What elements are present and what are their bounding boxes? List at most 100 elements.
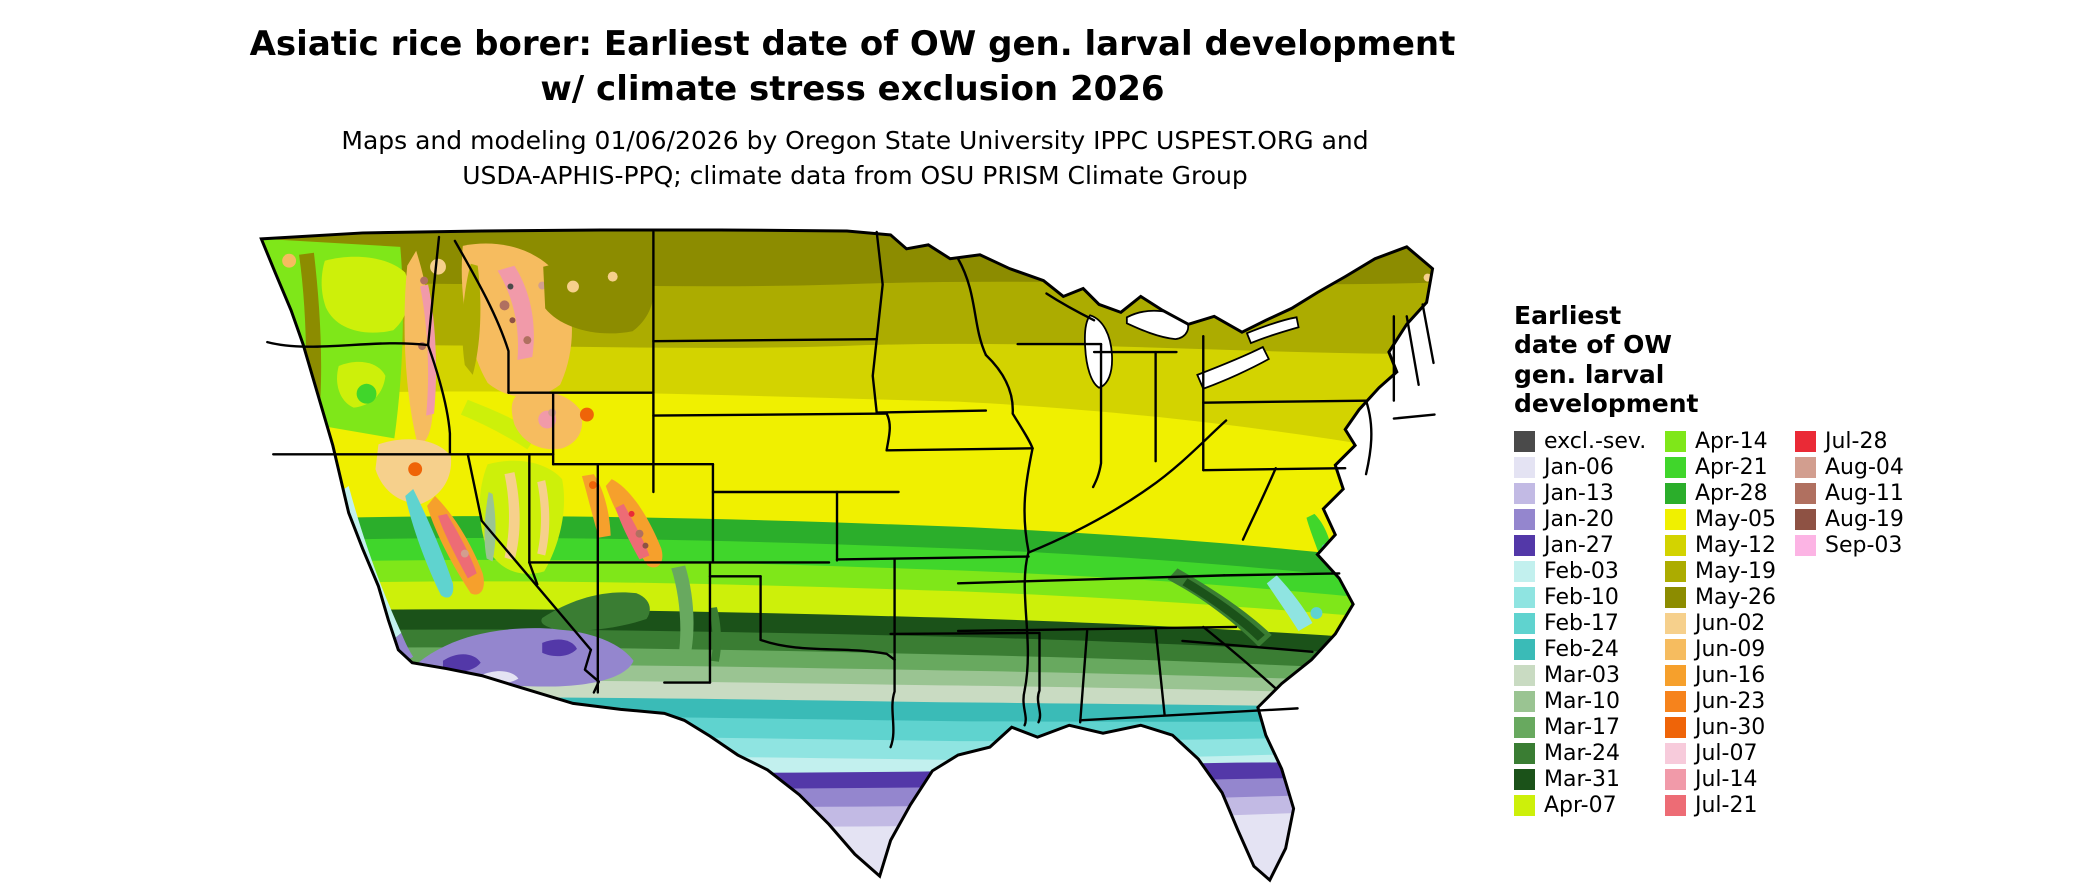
legend-label: Feb-24 <box>1544 636 1619 662</box>
legend-row: Feb-17 <box>1514 610 1646 636</box>
map-region-utah-mtns <box>581 474 611 538</box>
map-region-idaho-olive <box>462 263 481 375</box>
map-speck <box>1393 428 1402 437</box>
legend-label: Jan-13 <box>1544 480 1614 506</box>
us-map <box>259 228 1436 891</box>
legend-label: Apr-21 <box>1695 454 1768 480</box>
map-speck <box>507 283 514 290</box>
map-region-idaho-core <box>497 265 534 360</box>
map-speck <box>970 240 980 251</box>
map-speck <box>1350 458 1363 471</box>
legend-swatch <box>1795 508 1816 530</box>
map-speck <box>635 529 644 538</box>
lake-huron <box>1125 309 1189 341</box>
map-region-desert <box>418 628 634 687</box>
map-title: Asiatic rice borer: Earliest date of OW … <box>0 22 1705 112</box>
legend-label: Mar-10 <box>1544 688 1621 714</box>
legend-swatch <box>1514 430 1535 452</box>
map-speck <box>1141 885 1147 891</box>
legend-label: Jun-02 <box>1695 610 1766 636</box>
legend-row: Jan-27 <box>1514 532 1646 558</box>
map-speck <box>642 542 649 549</box>
legend-title-line: date of OW <box>1514 330 1672 360</box>
legend-label: Mar-31 <box>1544 766 1621 792</box>
map-region-nv-ridge <box>504 472 520 561</box>
map-speck <box>408 462 423 477</box>
legend-swatch <box>1665 794 1686 816</box>
legend-swatch <box>1665 612 1686 634</box>
map-speck <box>1125 883 1131 889</box>
map-region-cascades-core <box>420 284 437 416</box>
map-speck <box>523 336 532 345</box>
legend-column-1: excl.-sev. Jan-06 Jan-13 Jan-20 Jan-27 Feb-03… <box>1514 428 1646 818</box>
legend-swatch <box>1795 430 1816 452</box>
map-title-line1: Asiatic rice borer: Earliest date of OW … <box>249 24 1456 64</box>
map-attribution-line1: Maps and modeling 01/06/2026 by Oregon S… <box>341 126 1369 155</box>
map-region-co-core <box>615 503 650 560</box>
legend-row: May-12 <box>1665 532 1776 558</box>
legend-column-3: Jul-28 Aug-04 Aug-11 Aug-19 Sep-03 <box>1795 428 1904 558</box>
map-speck <box>430 258 446 275</box>
legend-label: Mar-17 <box>1544 714 1621 740</box>
map-speck <box>282 253 297 268</box>
legend-row: May-19 <box>1665 558 1776 584</box>
map-region-snake-plain <box>460 399 538 450</box>
legend-label: Feb-03 <box>1544 558 1619 584</box>
legend-label: Apr-14 <box>1695 428 1768 454</box>
legend-swatch <box>1514 768 1535 790</box>
legend-label: May-19 <box>1695 558 1777 584</box>
legend-row: Jul-28 <box>1795 428 1904 454</box>
map-speck <box>509 317 516 324</box>
legend-row: Jul-07 <box>1665 740 1776 766</box>
legend-swatch <box>1514 482 1535 504</box>
map-region-columbia-basin <box>321 256 410 333</box>
legend-swatch <box>1514 716 1535 738</box>
lake-ontario <box>1245 316 1300 345</box>
legend-swatch <box>1665 768 1686 790</box>
legend-row: Jun-16 <box>1665 662 1776 688</box>
legend-row: Jun-30 <box>1665 714 1776 740</box>
legend-swatch <box>1665 508 1686 530</box>
map-speck <box>588 481 597 490</box>
legend-row: May-05 <box>1665 506 1776 532</box>
legend-row: Jun-09 <box>1665 636 1776 662</box>
legend-label: Jun-16 <box>1695 662 1766 688</box>
legend-row: Feb-10 <box>1514 584 1646 610</box>
map-region-mogollon <box>541 592 650 631</box>
legend-label: Jul-28 <box>1825 428 1888 454</box>
legend-swatch <box>1514 456 1535 478</box>
map-title-line2: w/ climate stress exclusion 2026 <box>540 68 1165 109</box>
us-outline <box>259 228 1435 883</box>
legend-row: Apr-14 <box>1665 428 1776 454</box>
legend-label: Jan-06 <box>1544 454 1614 480</box>
map-region-nv-sage <box>484 491 496 562</box>
legend-label: Jan-27 <box>1544 532 1614 558</box>
legend-swatch <box>1514 586 1535 608</box>
map-region-nm-mtns <box>708 607 722 662</box>
map-speck <box>1343 477 1354 488</box>
legend-row: Sep-03 <box>1795 532 1904 558</box>
legend-label: May-05 <box>1695 506 1777 532</box>
legend-title: Earliest date of OW gen. larval development <box>1514 301 1754 418</box>
legend-swatch <box>1665 716 1686 738</box>
legend-swatch <box>1514 794 1535 816</box>
legend-label: Jul-21 <box>1695 792 1758 818</box>
map-attribution: Maps and modeling 01/06/2026 by Oregon S… <box>0 124 1710 193</box>
legend-swatch <box>1665 638 1686 660</box>
legend-swatch <box>1514 690 1535 712</box>
map-speck <box>1380 424 1391 435</box>
legend-label: Aug-19 <box>1825 506 1904 532</box>
legend-swatch <box>1665 430 1686 452</box>
legend-label: excl.-sev. <box>1544 428 1647 454</box>
map-speck <box>1310 607 1323 620</box>
legend-swatch <box>1514 664 1535 686</box>
legend-row: Apr-21 <box>1665 454 1776 480</box>
legend-row: Apr-28 <box>1665 480 1776 506</box>
legend-swatch <box>1514 534 1535 556</box>
legend-swatch <box>1514 508 1535 530</box>
legend-label: Jan-20 <box>1544 506 1614 532</box>
legend-label: Aug-11 <box>1825 480 1904 506</box>
legend-row: Mar-10 <box>1514 688 1646 714</box>
legend-swatch <box>1514 742 1535 764</box>
